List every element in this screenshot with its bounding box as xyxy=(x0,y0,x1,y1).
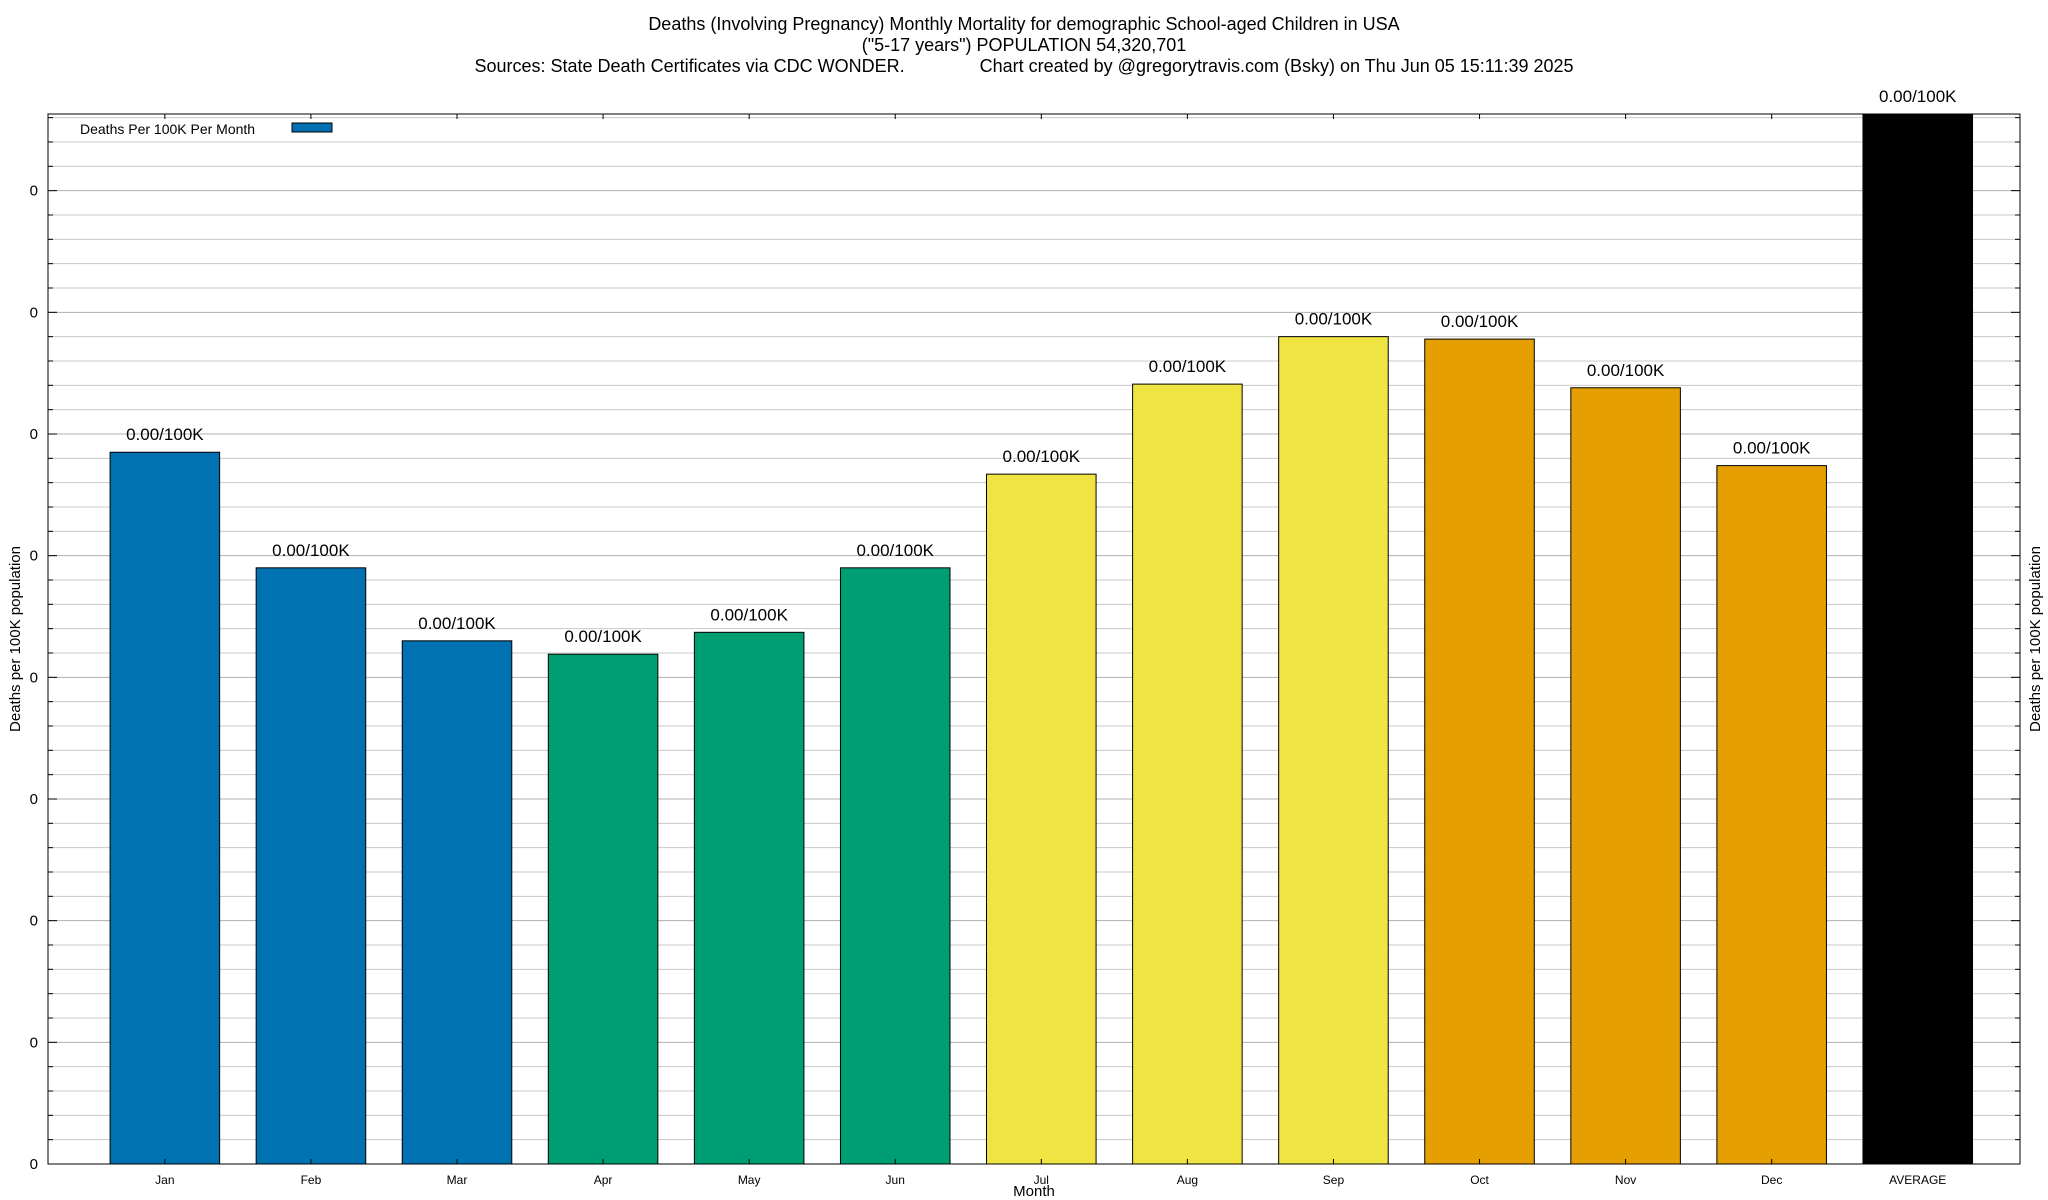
bar-value-label: 0.00/100K xyxy=(272,541,350,560)
bar-jul xyxy=(986,473,1097,1165)
bar-value-label: 0.00/100K xyxy=(1733,439,1811,458)
x-tick-label: Feb xyxy=(301,1173,322,1187)
chart-title-block: Deaths (Involving Pregnancy) Monthly Mor… xyxy=(0,14,2048,77)
x-tick-label: Nov xyxy=(1615,1173,1636,1187)
bar-value-label: 0.00/100K xyxy=(856,541,934,560)
bar-oct xyxy=(1424,338,1535,1165)
y-tick-label: 0 xyxy=(30,791,38,808)
y-tick-label: 0 xyxy=(30,1156,38,1173)
y-tick-label: 0 xyxy=(30,304,38,321)
x-axis-label: Month xyxy=(1013,1183,1055,1200)
y-tick-label: 0 xyxy=(30,548,38,565)
bar-aug xyxy=(1132,383,1243,1165)
bar-may xyxy=(693,631,805,1165)
bar-average xyxy=(1862,113,1974,1165)
x-tick-label: Jul xyxy=(1034,1173,1049,1187)
y-tick-label: 0 xyxy=(30,669,38,686)
y-tick-label: 0 xyxy=(30,1034,38,1051)
chart-subtitle: ("5-17 years") POPULATION 54,320,701 xyxy=(861,35,1187,55)
y2-axis-label: Deaths per 100K population xyxy=(2027,546,2044,732)
x-tick-label: Apr xyxy=(594,1173,613,1187)
bar-jan xyxy=(109,451,221,1165)
x-tick-label: Aug xyxy=(1177,1173,1198,1187)
y-tick-label: 0 xyxy=(30,913,38,930)
x-tick-label: Jun xyxy=(886,1173,905,1187)
bar-value-label: 0.00/100K xyxy=(1295,310,1373,329)
x-tick-label: May xyxy=(738,1173,761,1187)
y-tick-label: 0 xyxy=(30,426,38,443)
legend-label: Deaths Per 100K Per Month xyxy=(80,121,255,137)
chart-title: Deaths (Involving Pregnancy) Monthly Mor… xyxy=(648,14,1400,34)
y-tick-label: 0 xyxy=(30,183,38,200)
bar-sep xyxy=(1278,336,1389,1165)
bar-nov xyxy=(1570,387,1681,1165)
bar-value-label: 0.00/100K xyxy=(1441,312,1519,331)
x-tick-label: AVERAGE xyxy=(1889,1173,1946,1187)
bar-jun xyxy=(839,567,951,1165)
x-tick-label: Mar xyxy=(447,1173,468,1187)
bar-value-label: 0.00/100K xyxy=(564,627,642,646)
bar-value-label: 0.00/100K xyxy=(1149,357,1227,376)
legend-swatch xyxy=(291,122,333,133)
bar-mar xyxy=(401,640,513,1165)
bar-value-label: 0.00/100K xyxy=(1003,447,1081,466)
bar-value-label: 0.00/100K xyxy=(418,614,496,633)
bar-value-label: 0.00/100K xyxy=(126,425,204,444)
bar-dec xyxy=(1716,465,1827,1165)
x-tick-label: Sep xyxy=(1323,1173,1345,1187)
x-tick-label: Dec xyxy=(1761,1173,1782,1187)
x-tick-label: Oct xyxy=(1470,1173,1489,1187)
bar-value-label: 0.00/100K xyxy=(1587,361,1665,380)
chart-sources: Sources: State Death Certificates via CD… xyxy=(474,56,1574,76)
x-tick-label: Jan xyxy=(155,1173,174,1187)
bar-value-label: 0.00/100K xyxy=(710,605,788,624)
bar-apr xyxy=(547,653,659,1165)
bar-feb xyxy=(255,567,367,1165)
bar-value-label: 0.00/100K xyxy=(1879,87,1957,106)
y-axis-label: Deaths per 100K population xyxy=(7,546,24,732)
plot-border xyxy=(47,113,2021,1165)
